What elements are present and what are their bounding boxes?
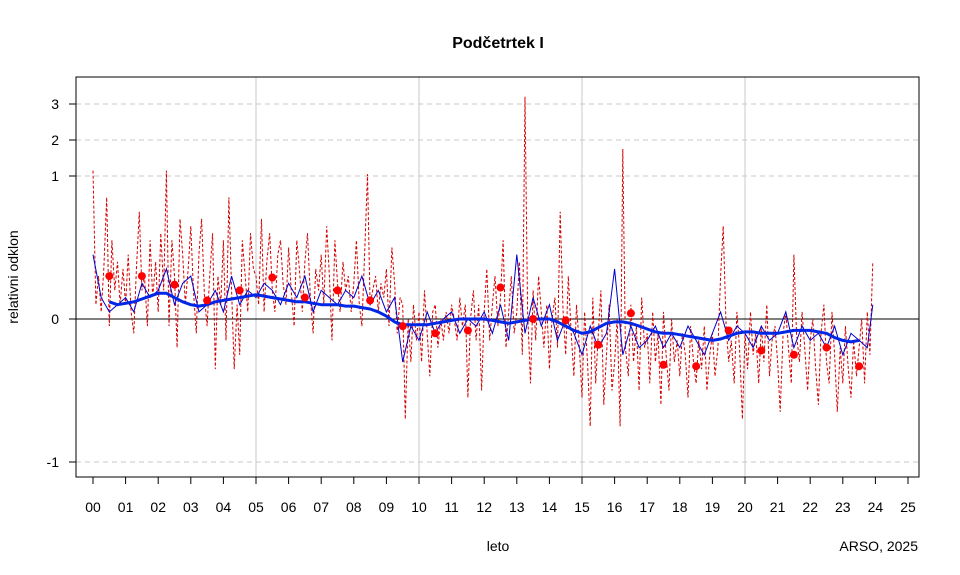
x-tick-label: 08 bbox=[346, 499, 362, 515]
x-tick-label: 23 bbox=[835, 499, 851, 515]
annual-point bbox=[463, 326, 472, 335]
x-tick-label: 13 bbox=[509, 499, 525, 515]
x-tick-label: 11 bbox=[444, 499, 459, 515]
x-tick-label: 21 bbox=[770, 499, 786, 515]
annual-point bbox=[724, 326, 733, 335]
x-tick-label: 00 bbox=[85, 499, 101, 515]
x-tick-label: 07 bbox=[313, 499, 329, 515]
x-tick-label: 19 bbox=[705, 499, 721, 515]
y-axis-label: relativni odklon bbox=[5, 230, 21, 323]
annual-point bbox=[659, 360, 668, 369]
annual-point bbox=[137, 272, 146, 281]
x-tick-label: 04 bbox=[216, 499, 232, 515]
x-tick-label: 15 bbox=[574, 499, 590, 515]
credit-label: ARSO, 2025 bbox=[839, 538, 918, 554]
annual-point bbox=[855, 362, 864, 371]
x-tick-label: 20 bbox=[737, 499, 753, 515]
grid-lines bbox=[76, 77, 919, 477]
x-tick-label: 09 bbox=[379, 499, 395, 515]
annual-point bbox=[105, 272, 114, 281]
x-tick-label: 22 bbox=[802, 499, 818, 515]
y-tick-label: 0 bbox=[51, 311, 59, 327]
annual-point bbox=[300, 293, 309, 302]
annual-point bbox=[398, 322, 407, 331]
x-axis-label: leto bbox=[487, 538, 510, 554]
plot-frame bbox=[75, 76, 920, 478]
x-tick-label: 10 bbox=[411, 499, 427, 515]
y-tick-label: 1 bbox=[51, 168, 59, 184]
smoothed-thick-series bbox=[108, 291, 860, 344]
series-line-monthly bbox=[92, 96, 874, 427]
annual-point bbox=[594, 340, 603, 349]
annual-deviation-points bbox=[105, 272, 864, 371]
annual-point bbox=[626, 309, 635, 318]
annual-point bbox=[203, 296, 212, 305]
annual-point bbox=[757, 346, 766, 355]
x-tick-label: 17 bbox=[639, 499, 655, 515]
monthly-deviation-series bbox=[92, 96, 874, 427]
annual-point bbox=[235, 286, 244, 295]
x-tick-label: 24 bbox=[868, 499, 884, 515]
annual-point bbox=[789, 350, 798, 359]
y-tick-label: 2 bbox=[51, 132, 59, 148]
x-tick-label: 02 bbox=[150, 499, 166, 515]
y-tick-label: 3 bbox=[51, 96, 59, 112]
x-tick-label: 01 bbox=[118, 499, 134, 515]
x-tick-label: 14 bbox=[542, 499, 558, 515]
annual-point bbox=[496, 283, 505, 292]
series-line-smoothed-thick bbox=[108, 291, 860, 344]
annual-point bbox=[529, 315, 538, 323]
annual-point bbox=[561, 316, 570, 325]
y-tick-label: -1 bbox=[47, 454, 60, 470]
x-axis: 00 01 02 03 04 05 06 07 08 09 10 11 12 13 14 15 16 17 18 19… bbox=[85, 477, 916, 515]
x-tick-label: 05 bbox=[248, 499, 264, 515]
annual-point bbox=[431, 329, 440, 338]
annual-point bbox=[268, 273, 277, 282]
x-tick-label: 16 bbox=[607, 499, 623, 515]
annual-point bbox=[822, 343, 831, 352]
annual-point bbox=[366, 296, 375, 305]
annual-point bbox=[692, 362, 701, 371]
annual-point bbox=[170, 280, 179, 289]
x-tick-label: 12 bbox=[476, 499, 492, 515]
x-tick-label: 25 bbox=[900, 499, 916, 515]
x-tick-label: 03 bbox=[183, 499, 199, 515]
chart-title: Podčetrtek I bbox=[452, 35, 544, 52]
x-tick-label: 18 bbox=[672, 499, 688, 515]
x-tick-label: 06 bbox=[281, 499, 297, 515]
y-axis: -1 0 1 2 3 bbox=[47, 96, 76, 470]
annual-point bbox=[333, 286, 342, 295]
